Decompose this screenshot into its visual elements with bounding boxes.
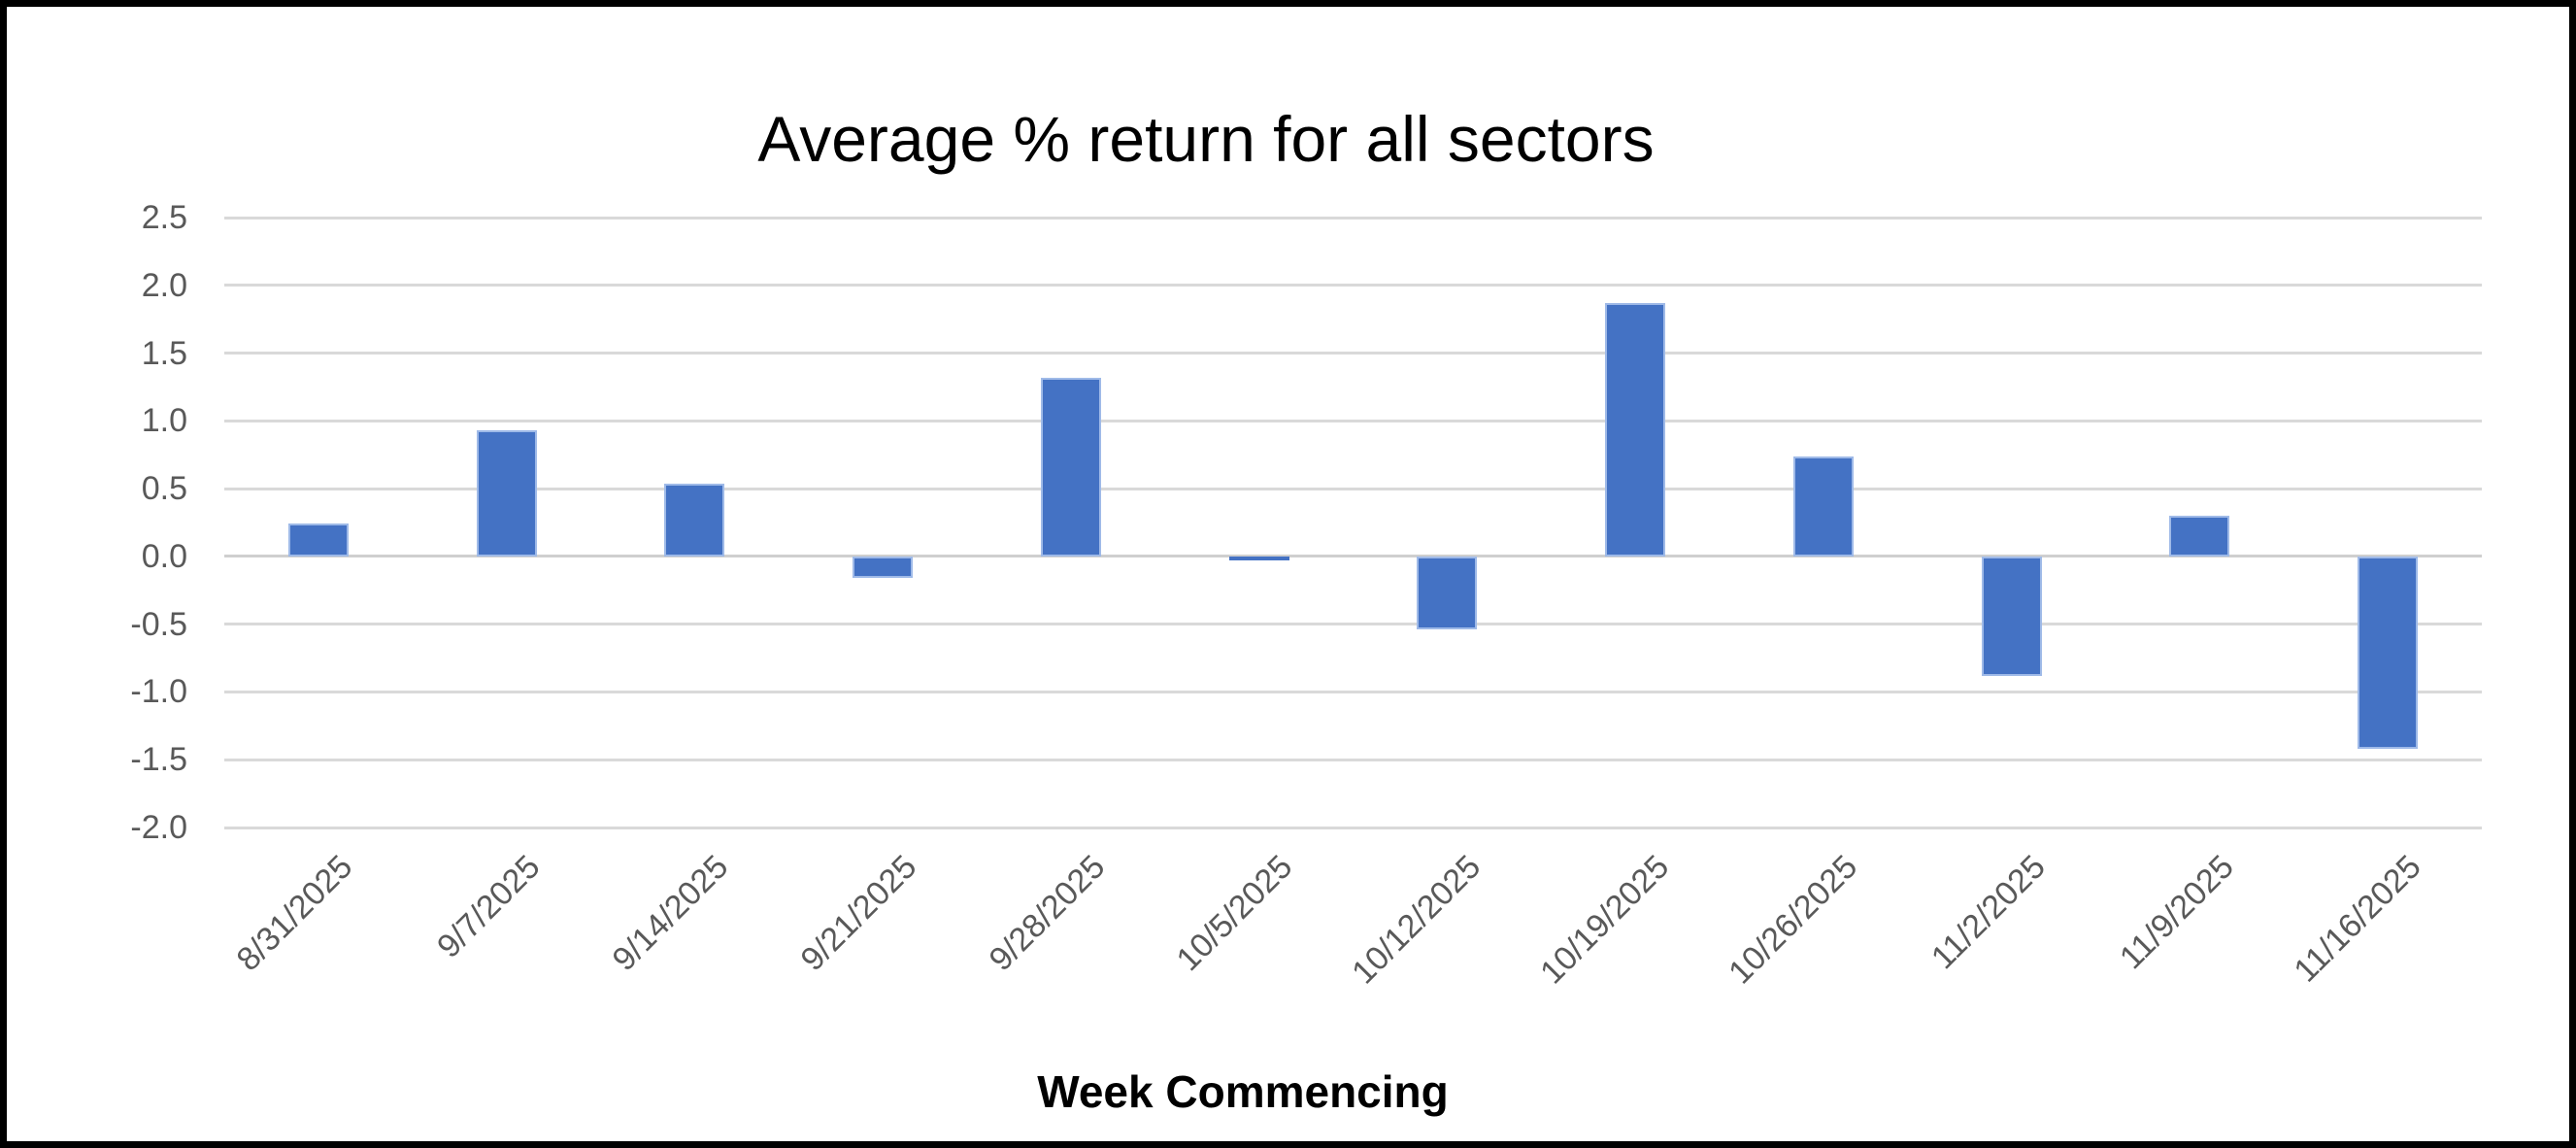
gridline — [224, 284, 2482, 287]
y-axis-tick-label: 1.5 — [141, 334, 187, 372]
bar — [1981, 556, 2042, 676]
bar — [1417, 556, 1478, 630]
y-axis-tick-label: 2.5 — [141, 199, 187, 236]
chart-title: Average % return for all sectors — [757, 103, 1655, 175]
x-axis-tick-label: 9/28/2025 — [982, 848, 1113, 979]
gridline — [224, 758, 2482, 761]
gridline — [224, 487, 2482, 490]
x-axis-tick-label: 10/19/2025 — [1533, 848, 1677, 992]
bar — [853, 556, 914, 579]
y-axis-tick-label: -2.0 — [130, 809, 187, 846]
bar — [664, 483, 725, 557]
gridline — [224, 623, 2482, 626]
x-axis-tick-label: 9/7/2025 — [430, 848, 548, 965]
y-axis-tick-label: -1.0 — [130, 673, 187, 711]
bar — [2169, 516, 2230, 557]
x-axis-tick-label: 10/12/2025 — [1345, 848, 1489, 992]
x-axis-tick-label: 10/26/2025 — [1721, 848, 1865, 992]
x-axis-tick-label: 9/14/2025 — [605, 848, 736, 979]
x-axis-tick-label: 11/2/2025 — [1924, 848, 2053, 977]
bar — [1792, 456, 1854, 557]
gridline — [224, 555, 2482, 558]
y-axis-tick-label: 1.0 — [141, 402, 187, 440]
gridline — [224, 826, 2482, 829]
bar — [2358, 556, 2419, 750]
x-axis-tick-label: 8/31/2025 — [229, 848, 360, 979]
x-axis-tick-label: 11/9/2025 — [2112, 848, 2241, 977]
bar — [287, 523, 349, 557]
gridline — [224, 216, 2482, 219]
gridline — [224, 419, 2482, 422]
y-axis-tick-label: 0.0 — [141, 537, 187, 575]
y-axis-tick-label: 0.5 — [141, 470, 187, 508]
gridline — [224, 352, 2482, 355]
x-axis-tick-label: 9/21/2025 — [793, 848, 924, 979]
bar — [1040, 377, 1101, 557]
bar — [1605, 302, 1666, 557]
x-axis-title: Week Commencing — [1037, 1066, 1449, 1117]
x-axis-tick-label: 10/5/2025 — [1169, 848, 1300, 979]
y-axis-tick-label: 2.0 — [141, 266, 187, 304]
bar — [1228, 556, 1289, 561]
y-axis-tick-label: -1.5 — [130, 741, 187, 779]
gridline — [224, 690, 2482, 693]
bar — [476, 430, 537, 557]
x-axis-tick-label: 11/16/2025 — [2287, 848, 2429, 990]
y-axis-tick-label: -0.5 — [130, 605, 187, 643]
